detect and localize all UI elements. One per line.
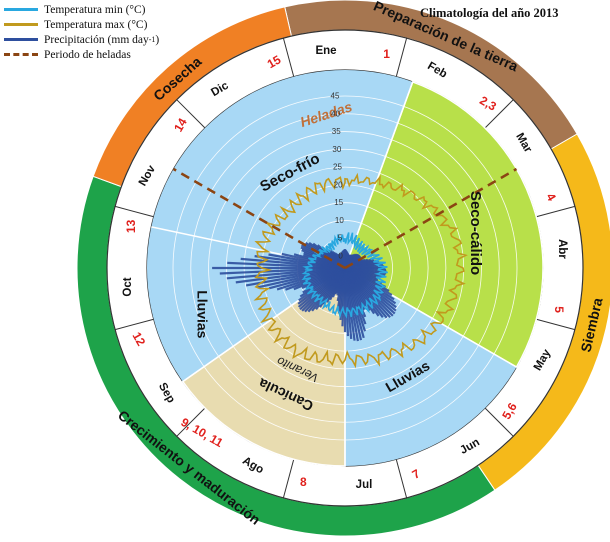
- legend-label-tmax: Temperatura max (°C): [44, 18, 148, 31]
- r-tick-label: 5: [338, 234, 343, 243]
- month-divider-9: [114, 318, 154, 331]
- month-week-10: 14: [171, 115, 190, 134]
- legend-label-precip-suffix: ): [155, 33, 160, 46]
- month-divider-2: [484, 99, 514, 129]
- month-name-0: Ene: [315, 45, 336, 57]
- precip-bar: [343, 249, 347, 269]
- grid-ring-8: [190, 113, 500, 423]
- legend-label-frost: Periodo de heladas: [44, 48, 131, 61]
- r-tick-label: 10: [335, 216, 344, 225]
- r-tick-label: 30: [332, 145, 341, 154]
- month-week-11: 15: [265, 52, 284, 71]
- legend-item-precip: Precipitación (mm day -1): [4, 32, 244, 47]
- month-name-6: Jul: [356, 479, 373, 491]
- month-divider-8: [176, 407, 206, 437]
- legend-label-precip: Precipitación (mm day: [44, 33, 149, 46]
- month-divider-5: [484, 407, 514, 437]
- frost-line-0: [172, 167, 346, 270]
- month-divider-0: [282, 37, 295, 77]
- legend: Temperatura min (°C) Temperatura max (°C…: [4, 2, 244, 62]
- month-name-9: Oct: [122, 277, 134, 296]
- frost-line-1: [344, 167, 518, 270]
- legend-item-tmax: Temperatura max (°C): [4, 17, 244, 32]
- month-name-3: Abr: [556, 239, 568, 259]
- month-week-0: 1: [383, 47, 390, 61]
- legend-label-precip-sup: -1: [148, 35, 156, 44]
- month-week-9: 13: [124, 219, 138, 233]
- month-week-3: 5: [552, 306, 566, 313]
- r-tick-label: 0: [338, 252, 343, 261]
- month-divider-7: [282, 459, 295, 499]
- season-label-seco-calido: Seco-cálido: [467, 191, 484, 275]
- legend-item-tmin: Temperatura min (°C): [4, 2, 244, 17]
- month-week-8: 12: [129, 330, 148, 349]
- r-tick-label: 15: [334, 198, 343, 207]
- month-week-6: 8: [300, 475, 307, 489]
- r-tick-label: 45: [331, 92, 340, 101]
- legend-swatch-frost: [4, 53, 38, 56]
- month-divider-1: [395, 37, 408, 77]
- legend-swatch-precip: [4, 38, 38, 41]
- month-divider-6: [395, 459, 408, 499]
- month-divider-3: [536, 205, 576, 218]
- month-divider-11: [176, 99, 206, 129]
- season-label-lluvias-2: Lluvias: [194, 290, 210, 338]
- grid-ring-7: [208, 131, 482, 405]
- r-tick-label: 35: [332, 127, 341, 136]
- legend-swatch-tmax: [4, 23, 38, 26]
- radial-tick-labels: 0 5 10 15 20 25 30 35 40 45: [331, 92, 345, 261]
- legend-item-frost: Periodo de heladas: [4, 47, 244, 62]
- frost-period-lines: [172, 167, 518, 270]
- r-tick-label: 25: [333, 163, 342, 172]
- month-divider-4: [536, 318, 576, 331]
- month-divider-10: [114, 205, 154, 218]
- chart-title: Climatología del año 2013: [420, 6, 559, 20]
- grid-ring-9: [172, 95, 518, 441]
- r-tick-label: 40: [331, 109, 340, 118]
- r-tick-label: 20: [334, 180, 343, 189]
- legend-swatch-tmin: [4, 8, 38, 11]
- legend-label-tmin: Temperatura min (°C): [44, 3, 146, 16]
